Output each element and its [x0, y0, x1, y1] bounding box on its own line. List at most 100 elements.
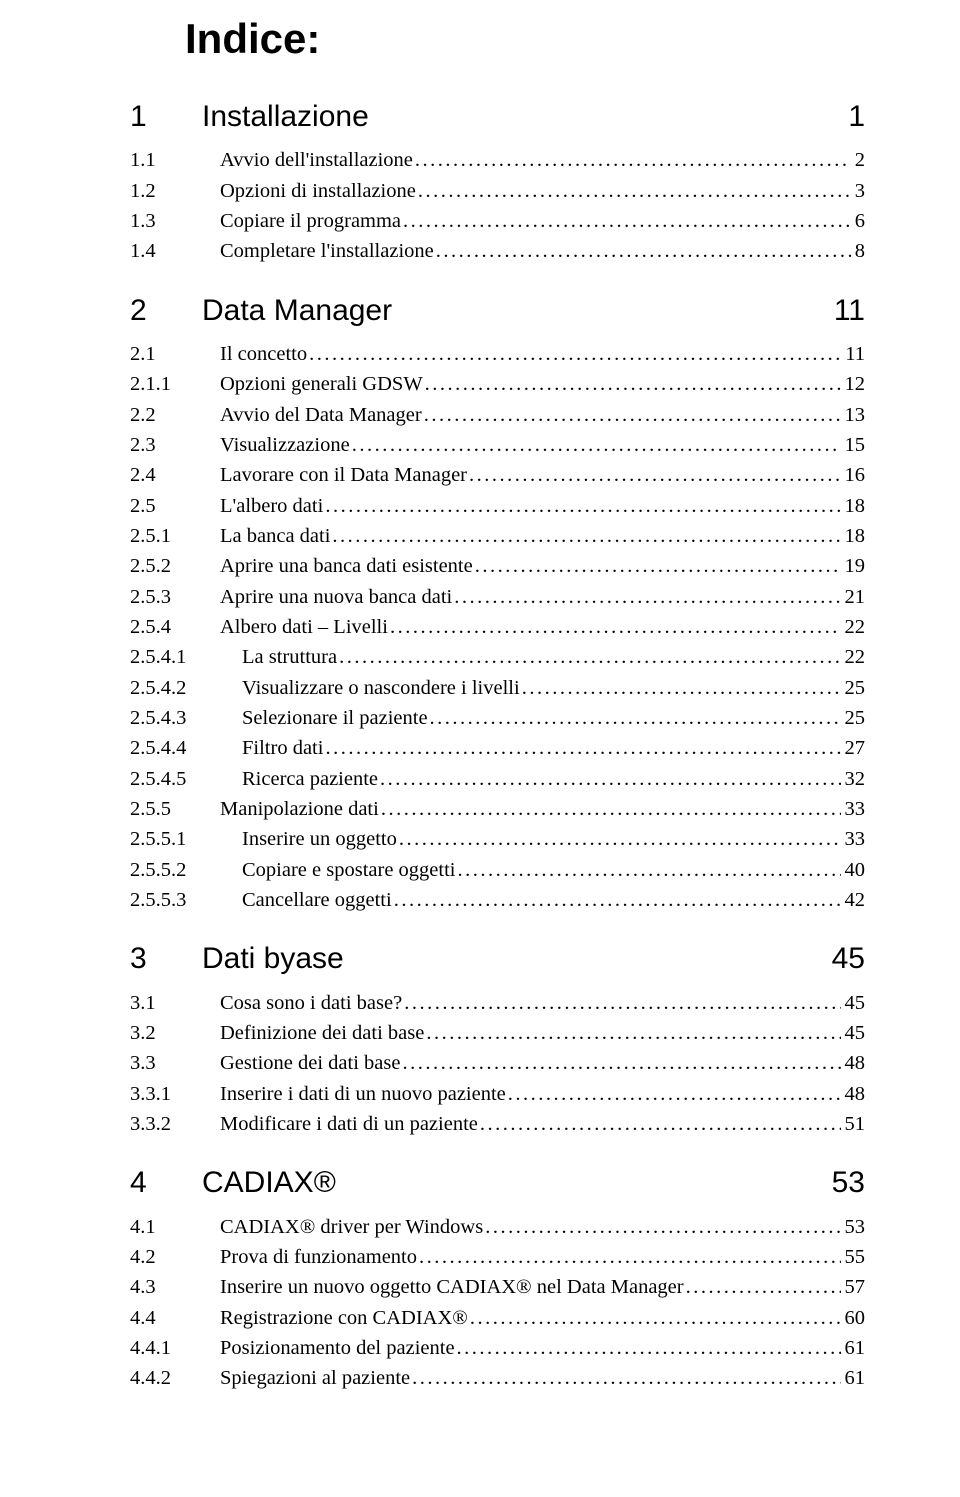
toc-entry-title: Manipolazione dati — [220, 794, 379, 824]
toc-entry-page: 25 — [841, 703, 866, 733]
toc-entry-page: 32 — [841, 764, 866, 794]
toc-entry-number: 4.3 — [130, 1272, 220, 1302]
toc-entry: 1.2Opzioni di installazione3 — [130, 176, 865, 206]
toc-leader-dots — [520, 673, 841, 703]
toc-entry-title: Cancellare oggetti — [242, 885, 392, 915]
toc-entry-title: Inserire un nuovo oggetto CADIAX® nel Da… — [220, 1272, 684, 1302]
toc-entry-page: 53 — [841, 1212, 866, 1242]
toc-entry-page: 18 — [841, 491, 866, 521]
toc-entry-number: 2.4 — [130, 460, 220, 490]
toc-entry-page: 45 — [841, 988, 866, 1018]
toc-chapter-row: 2Data Manager11 — [130, 289, 865, 333]
toc-leader-dots — [467, 460, 840, 490]
toc-entry-number: 2.5.4.1 — [130, 642, 242, 672]
toc-chapter-page: 11 — [826, 289, 865, 333]
toc-entry-number: 2.5.5.2 — [130, 855, 242, 885]
toc-entry-title: Opzioni generali GDSW — [220, 369, 423, 399]
toc-entry: 2.2Avvio del Data Manager13 — [130, 400, 865, 430]
toc-chapter-page: 45 — [824, 937, 865, 981]
toc-leader-dots — [424, 1018, 840, 1048]
toc-entry: 2.5.5.2Copiare e spostare oggetti40 — [130, 855, 865, 885]
toc-leader-dots — [410, 1363, 840, 1393]
toc-section: 3Dati byase45 3.1Cosa sono i dati base? 45… — [130, 937, 865, 1139]
toc-leader-dots — [483, 1212, 840, 1242]
toc-entry-page: 25 — [841, 673, 866, 703]
toc-chapter-page: 1 — [840, 95, 865, 139]
toc-entry: 3.3.1Inserire i dati di un nuovo pazient… — [130, 1079, 865, 1109]
toc-leader-dots — [337, 642, 840, 672]
toc-leader-dots — [350, 430, 841, 460]
toc-entry-page: 48 — [841, 1048, 866, 1078]
toc-entry-title: Gestione dei dati base — [220, 1048, 400, 1078]
toc-section: 4CADIAX®534.1CADIAX® driver per Windows5… — [130, 1161, 865, 1393]
toc-entry-title: Spiegazioni al paziente — [220, 1363, 410, 1393]
toc-entry: 3.3Gestione dei dati base 48 — [130, 1048, 865, 1078]
toc-entry-title: Inserire un oggetto — [242, 824, 397, 854]
toc-chapter-number: 1 — [130, 95, 202, 139]
toc-entry-title: Prova di funzionamento — [220, 1242, 417, 1272]
toc-page: Indice: 1Installazione11.1Avvio dell'ins… — [0, 0, 960, 1497]
toc-chapter-title: Dati byase — [202, 937, 824, 981]
toc-entry-title: Definizione dei dati base — [220, 1018, 424, 1048]
toc-leader-dots — [478, 1109, 841, 1139]
toc-leader-dots — [388, 612, 841, 642]
toc-entry-page: 18 — [841, 521, 866, 551]
toc-chapter-row: 3Dati byase45 — [130, 937, 865, 981]
toc-entry-title: CADIAX® driver per Windows — [220, 1212, 483, 1242]
toc-entry: 2.4Lavorare con il Data Manager 16 — [130, 460, 865, 490]
toc-entry-title: Opzioni di installazione — [220, 176, 416, 206]
toc-entry-number: 2.1 — [130, 339, 220, 369]
toc-leader-dots — [434, 236, 851, 266]
toc-entry-title: Cosa sono i dati base? — [220, 988, 402, 1018]
toc-chapter-title: Data Manager — [202, 289, 826, 333]
toc-chapter-row: 1Installazione1 — [130, 95, 865, 139]
toc-entry-number: 3.3 — [130, 1048, 220, 1078]
toc-entry: 2.5.5Manipolazione dati33 — [130, 794, 865, 824]
toc-entry-page: 8 — [851, 236, 865, 266]
toc-entry-page: 16 — [841, 460, 866, 490]
page-title: Indice: — [185, 15, 865, 63]
toc-entry-page: 60 — [841, 1303, 866, 1333]
toc-entry-page: 22 — [841, 642, 866, 672]
toc-entry-number: 2.5 — [130, 491, 220, 521]
toc-leader-dots — [468, 1303, 841, 1333]
toc-entry: 4.4Registrazione con CADIAX®60 — [130, 1303, 865, 1333]
toc-entry-title: Completare l'installazione — [220, 236, 434, 266]
toc-leader-dots — [402, 988, 840, 1018]
toc-entry-title: La banca dati — [220, 521, 330, 551]
toc-entry-number: 2.5.4.4 — [130, 733, 242, 763]
toc-entry-number: 4.4.1 — [130, 1333, 220, 1363]
toc-leader-dots — [452, 582, 840, 612]
toc-entry-page: 22 — [841, 612, 866, 642]
toc-entry-number: 2.5.4 — [130, 612, 220, 642]
toc-entry-number: 3.3.1 — [130, 1079, 220, 1109]
toc-entry-number: 4.4.2 — [130, 1363, 220, 1393]
toc-entry: 1.1Avvio dell'installazione2 — [130, 145, 865, 175]
toc-entry-number: 3.2 — [130, 1018, 220, 1048]
toc-entry: 2.5.4.5Ricerca paziente32 — [130, 764, 865, 794]
toc-entry-page: 27 — [841, 733, 866, 763]
toc-entry-page: 2 — [851, 145, 865, 175]
toc-entry-title: Avvio del Data Manager — [220, 400, 422, 430]
toc-entry-number: 2.5.4.5 — [130, 764, 242, 794]
toc-entry-number: 1.3 — [130, 206, 220, 236]
toc-entry-page: 55 — [841, 1242, 866, 1272]
toc-entry-number: 2.5.5.3 — [130, 885, 242, 915]
toc-leader-dots — [400, 1048, 840, 1078]
toc-entry: 2.5.5.1Inserire un oggetto33 — [130, 824, 865, 854]
toc-entry: 2.5.3Aprire una nuova banca dati21 — [130, 582, 865, 612]
toc-entry-title: Aprire una banca dati esistente — [220, 551, 473, 581]
toc-entry-number: 3.1 — [130, 988, 220, 1018]
toc-entry-page: 45 — [841, 1018, 866, 1048]
toc-entry-title: Aprire una nuova banca dati — [220, 582, 452, 612]
toc-entry: 2.5.5.3Cancellare oggetti42 — [130, 885, 865, 915]
toc-entry-title: Avvio dell'installazione — [220, 145, 413, 175]
toc-entry-page: 3 — [851, 176, 865, 206]
toc-entry-number: 2.2 — [130, 400, 220, 430]
toc-entry-title: Lavorare con il Data Manager — [220, 460, 467, 490]
toc-entry-number: 1.4 — [130, 236, 220, 266]
toc-entry-title: Registrazione con CADIAX® — [220, 1303, 468, 1333]
toc-entry: 4.4.1Posizionamento del paziente61 — [130, 1333, 865, 1363]
toc-leader-dots — [323, 733, 840, 763]
toc-leader-dots — [455, 1333, 841, 1363]
